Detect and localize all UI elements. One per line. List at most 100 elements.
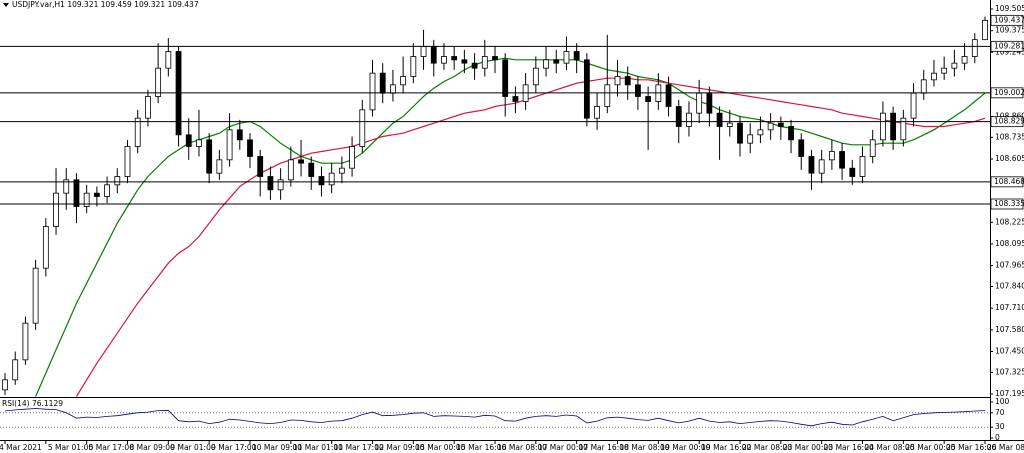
x-tick-label: 26 Mar 08:00 — [987, 443, 1024, 452]
candle-body — [13, 360, 18, 380]
y-tick-label: 108.605 — [995, 154, 1024, 163]
symbol: USDJPY.var,H1 — [12, 0, 65, 9]
candle-body — [74, 180, 79, 207]
candle-body — [972, 40, 977, 57]
candle-body — [870, 140, 875, 157]
bar-open: 109.321 — [67, 0, 98, 9]
candle-body — [809, 157, 814, 174]
candle-body — [666, 85, 671, 107]
candle-body — [574, 52, 579, 60]
candle-body — [799, 140, 804, 157]
candle-body — [145, 97, 150, 119]
candle-body — [94, 193, 99, 196]
candle-body — [452, 57, 457, 60]
candle-body — [615, 77, 620, 85]
candle-body — [3, 380, 8, 390]
candle-body — [860, 157, 865, 177]
candle-body — [115, 177, 120, 185]
candle-body — [727, 123, 732, 126]
candle-body — [880, 113, 885, 140]
candle-body — [584, 60, 589, 118]
candle-body — [717, 113, 722, 126]
y-tick-label: 107.840 — [995, 282, 1024, 291]
rsi-value: 76.1129 — [32, 399, 63, 408]
candle-body — [227, 130, 232, 160]
candle-body — [217, 160, 222, 173]
y-tick-label: 108.735 — [995, 132, 1024, 141]
candle-body — [605, 85, 610, 107]
candle-body — [401, 77, 406, 85]
candle-body — [748, 135, 753, 143]
candle-body — [125, 147, 130, 177]
candle-body — [431, 47, 436, 64]
candle-body — [54, 193, 59, 226]
candle-body — [625, 77, 630, 85]
x-tick-label: 4 Mar 2021 — [0, 443, 42, 452]
candle-body — [921, 80, 926, 93]
x-tick-label: 9 Mar 17:00 — [211, 443, 257, 452]
candle-body — [554, 60, 559, 63]
candle-body — [156, 68, 161, 96]
rsi-y-tick-label: 30 — [995, 422, 1005, 431]
candle-body — [43, 227, 48, 269]
candle-body — [840, 152, 845, 169]
candle-body — [319, 177, 324, 185]
candle-body — [533, 68, 538, 85]
candle-body — [350, 147, 355, 169]
y-tick-label: 108.095 — [995, 239, 1024, 248]
level-label: 109.281 — [994, 41, 1024, 50]
candle-body — [390, 85, 395, 93]
candle-body — [135, 118, 140, 146]
x-tick-label: 9 Mar 01:00 — [170, 443, 216, 452]
y-tick-label: 109.375 — [995, 26, 1024, 35]
candle-body — [503, 60, 508, 97]
candle-body — [686, 113, 691, 126]
candle-body — [931, 73, 936, 80]
candle-body — [768, 123, 773, 130]
x-tick-label: 8 Mar 09:00 — [130, 443, 176, 452]
y-tick-label: 107.450 — [995, 347, 1024, 356]
candle-body — [472, 63, 477, 68]
header: USDJPY.var,H1 109.321 109.459 109.321 10… — [12, 0, 199, 9]
bar-close: 109.437 — [168, 0, 199, 9]
x-tick-label: 5 Mar 01:00 — [48, 443, 94, 452]
y-tick-label: 108.225 — [995, 217, 1024, 226]
candle-body — [564, 52, 569, 64]
candle-body — [493, 57, 498, 60]
bar-high: 109.459 — [101, 0, 132, 9]
candle-body — [360, 110, 365, 147]
y-tick-label: 107.325 — [995, 367, 1024, 376]
candle-body — [544, 60, 549, 68]
candle-body — [23, 323, 28, 360]
rsi-header: RSI(14) 76.1129 — [2, 399, 63, 408]
level-label: 108.335 — [994, 199, 1024, 208]
price-label: 109.437 — [994, 15, 1024, 24]
candle-body — [207, 140, 212, 173]
candle-body — [309, 163, 314, 176]
level-label: 108.829 — [994, 117, 1024, 126]
candle-body — [891, 113, 896, 140]
candle-body — [288, 160, 293, 180]
candle-body — [738, 123, 743, 143]
candle-body — [646, 97, 651, 102]
chart: USDJPY.var,H1 109.321 109.459 109.321 10… — [0, 0, 1024, 453]
candle-body — [707, 93, 712, 113]
candle-body — [911, 93, 916, 118]
candle-body — [462, 60, 467, 63]
y-tick-label: 109.505 — [995, 4, 1024, 13]
candle-body — [33, 268, 38, 323]
candle-body — [983, 20, 988, 39]
rsi-y-tick-label: 0 — [995, 433, 1000, 442]
candle-body — [258, 157, 263, 177]
candle-body — [942, 68, 947, 73]
candle-body — [186, 135, 191, 147]
candle-body — [299, 160, 304, 163]
candle-body — [196, 140, 201, 147]
y-tick-label: 107.710 — [995, 303, 1024, 312]
candle-body — [829, 152, 834, 160]
candle-body — [758, 130, 763, 135]
rsi-y-tick-label: 100 — [995, 397, 1010, 406]
x-tick-label: 5 Mar 17:00 — [89, 443, 135, 452]
y-tick-label: 107.580 — [995, 325, 1024, 334]
level-label: 109.002 — [994, 88, 1024, 97]
